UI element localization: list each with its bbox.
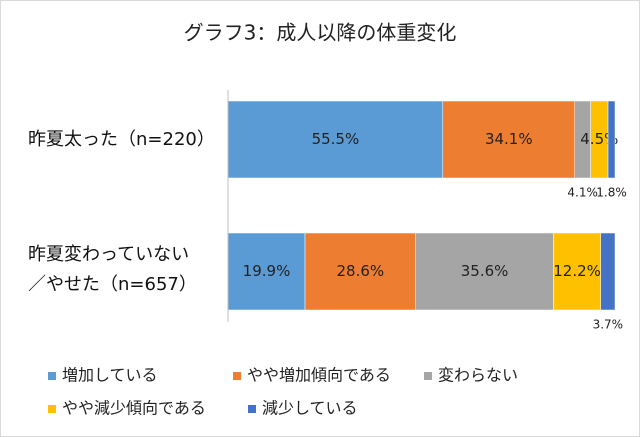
bar-segment xyxy=(442,100,576,179)
chart-title: グラフ3：成人以降の体重変化 xyxy=(184,21,457,45)
value-label: 3.7% xyxy=(593,318,624,332)
value-label: 12.2% xyxy=(553,262,601,280)
value-label: 4.1% xyxy=(567,186,598,200)
value-label: 55.5% xyxy=(312,130,360,148)
bar-segment xyxy=(304,232,416,311)
category-label: 昨夏変わっていない／やせた（n=657） xyxy=(28,244,197,295)
value-label: 28.6% xyxy=(337,262,385,280)
bar-segment xyxy=(607,100,616,179)
bar-segment xyxy=(553,232,601,311)
value-label: 34.1% xyxy=(485,130,533,148)
legend-swatch xyxy=(48,372,56,380)
value-label: 35.6% xyxy=(461,262,509,280)
legend-swatch xyxy=(248,405,256,413)
bar-segment xyxy=(415,232,554,311)
bar-segment xyxy=(227,100,444,179)
legend-label: 増加している xyxy=(62,366,158,385)
legend-swatch xyxy=(233,372,241,380)
legend-swatch xyxy=(48,405,56,413)
legend-label: やや減少傾向である xyxy=(62,399,206,418)
bar-segment xyxy=(227,232,306,311)
bar-segment xyxy=(600,232,616,311)
legend-label: やや増加傾向である xyxy=(247,366,391,385)
legend-label: 減少している xyxy=(262,399,358,418)
value-label: 19.9% xyxy=(243,262,291,280)
category-label: 昨夏太った（n=220） xyxy=(28,129,215,150)
legend-label: 変わらない xyxy=(438,366,518,385)
legend-swatch xyxy=(424,372,432,380)
value-label: 1.8% xyxy=(596,186,627,200)
